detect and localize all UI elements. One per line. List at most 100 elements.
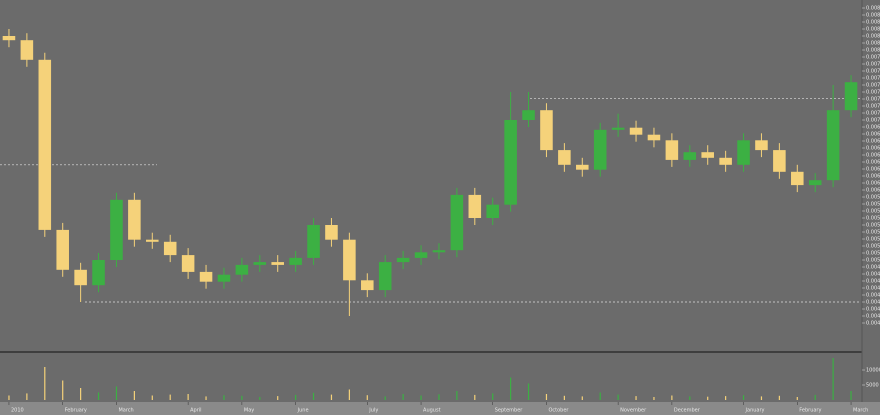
volume-bar [832, 358, 834, 400]
candle-body [414, 252, 428, 258]
x-axis-strip [0, 402, 880, 415]
volume-bar [492, 393, 494, 400]
volume-bar [456, 391, 458, 400]
volume-bar [205, 396, 207, 400]
volume-bar [653, 397, 655, 400]
volume-bar [348, 389, 350, 400]
volume-bar [277, 396, 279, 400]
volume-bar [330, 394, 333, 400]
volume-bar [581, 396, 583, 400]
candle-body [683, 152, 697, 160]
volume-bar [760, 396, 763, 400]
candle-body [38, 59, 52, 230]
x-tick-label: December [674, 408, 701, 414]
candle-body [128, 199, 141, 240]
candle-body [826, 110, 840, 181]
volume-bar [510, 377, 512, 400]
y-tick-label: 0.0075 [866, 83, 880, 89]
x-tick-label: September [495, 408, 524, 414]
volume-bar [133, 391, 135, 400]
volume-bar [599, 392, 601, 400]
candle-body [20, 40, 34, 60]
candle-body [56, 229, 69, 270]
x-tick-label: October [548, 408, 569, 414]
candle-body [486, 204, 499, 218]
y-tick-label: 0.0064 [866, 160, 880, 166]
candle-body [163, 241, 177, 256]
volume-bar [44, 367, 46, 400]
y-tick-label: 0.005 [866, 258, 880, 264]
y-tick-label: 0.0083 [866, 27, 880, 33]
candle-body [217, 274, 231, 282]
volume-bar [384, 396, 386, 400]
y-tick-label: 0.0068 [866, 132, 880, 138]
volume-bar [689, 396, 691, 400]
volume-bar [635, 396, 637, 400]
candle-body [647, 134, 661, 141]
y-tick-label: 0.0042 [866, 314, 880, 320]
candle-body [755, 140, 768, 151]
y-tick-label: 0.0066 [866, 146, 880, 152]
x-tick-label: March [118, 408, 133, 414]
candle-body [2, 36, 16, 41]
y-tick-label: 0.0059 [866, 195, 880, 201]
volume-bar [259, 397, 261, 400]
volume-bar [8, 395, 10, 400]
volume-bar [742, 395, 745, 400]
vol-tick-label: 5000 [866, 383, 879, 389]
y-tick-label: 0.0076 [866, 76, 880, 82]
y-tick-label: 0.0049 [866, 265, 880, 271]
y-tick-label: 0.0054 [866, 230, 880, 236]
candle-body [773, 150, 786, 172]
candle-body [593, 129, 607, 170]
volume-bar [671, 395, 673, 400]
volume-bar [151, 395, 153, 400]
y-tick-label: 0.0086 [866, 6, 880, 12]
y-tick-label: 0.0079 [866, 55, 880, 61]
candle-body [396, 257, 410, 263]
volume-bar [62, 380, 64, 400]
x-tick-label: May [244, 408, 254, 414]
volume-bar [707, 396, 709, 400]
candle-body [325, 225, 338, 240]
y-tick-label: 0.0061 [866, 181, 880, 187]
candle-body [701, 152, 714, 158]
y-tick-label: 0.0058 [866, 202, 880, 208]
y-tick-label: 0.0052 [866, 244, 880, 250]
x-tick-label: January [745, 408, 765, 414]
volume-bar [187, 394, 189, 400]
candle-body [235, 264, 249, 275]
volume-bar [725, 396, 727, 400]
candle-body [629, 127, 643, 135]
volume-bar [850, 391, 852, 400]
x-tick-label: April [190, 408, 201, 414]
vol-tick-label: 10000 [866, 368, 880, 374]
x-tick-label: June [297, 408, 309, 414]
volume-bar [80, 388, 82, 400]
volume-bar [402, 394, 404, 400]
y-tick-label: 0.0043 [866, 307, 880, 313]
candle-body [522, 110, 535, 120]
volume-bar [474, 394, 476, 400]
y-tick-label: 0.0082 [866, 34, 880, 40]
y-tick-label: 0.0084 [866, 20, 880, 26]
volume-bar [438, 394, 440, 400]
y-tick-label: 0.0051 [866, 251, 880, 257]
y-tick-label: 0.007 [866, 118, 880, 124]
y-tick-label: 0.0057 [866, 209, 880, 215]
y-tick-label: 0.0046 [866, 286, 880, 292]
y-tick-label: 0.008 [866, 48, 880, 54]
candle-body [74, 269, 87, 286]
volume-bar [295, 394, 297, 400]
y-tick-label: 0.0063 [866, 167, 880, 173]
x-tick-label: February [65, 408, 87, 414]
x-tick-label: November [620, 408, 647, 414]
volume-bar [26, 393, 28, 400]
y-tick-label: 0.0073 [866, 97, 880, 103]
volume-bar [563, 395, 565, 400]
x-tick-label: August [423, 408, 441, 414]
candle-body [540, 110, 553, 151]
y-tick-label: 0.0062 [866, 174, 880, 180]
